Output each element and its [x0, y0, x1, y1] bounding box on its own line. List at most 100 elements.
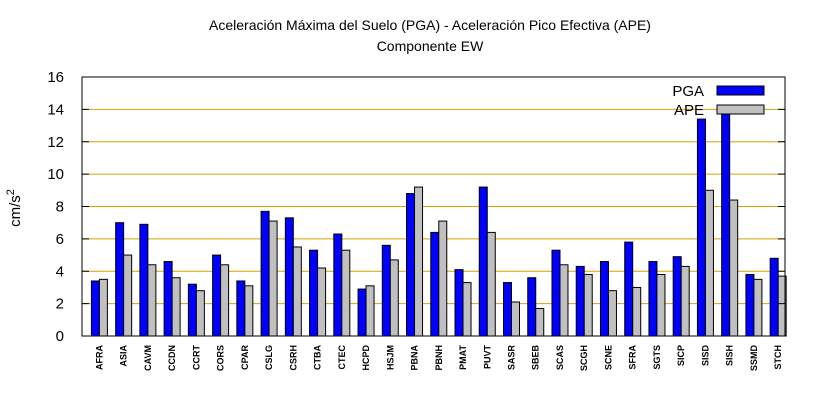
- chart-title: Aceleración Máxima del Suelo (PGA) - Ace…: [209, 17, 651, 33]
- bar-ape: [583, 273, 593, 337]
- bar-ape: [244, 285, 254, 337]
- bar-pga: [139, 223, 149, 337]
- legend-label: APE: [674, 102, 704, 119]
- x-tick-label: AFRA: [94, 345, 104, 370]
- x-tick-label: CCDN: [167, 345, 177, 371]
- bar-ape: [607, 290, 617, 337]
- x-tick-label: CTBA: [313, 345, 323, 370]
- y-tick-label: 10: [47, 166, 64, 183]
- bar-pga: [212, 254, 222, 337]
- bar-pga: [430, 231, 440, 337]
- bar-pga: [115, 222, 125, 337]
- y-axis-label-exponent: 2: [5, 189, 17, 195]
- bars: [90, 107, 787, 337]
- x-tick-label: SCAS: [555, 345, 565, 370]
- x-tick-label: PUVT: [482, 345, 492, 370]
- y-axis-label: cm/s2: [5, 189, 24, 227]
- bar-pga: [333, 233, 343, 337]
- x-tick-label: ASIA: [119, 345, 129, 367]
- x-tick-label: CSRH: [288, 345, 298, 371]
- legend-swatch: [716, 85, 765, 96]
- bar-pga: [163, 261, 173, 337]
- bar-pga: [551, 249, 561, 337]
- bar-pga: [696, 118, 706, 337]
- y-tick-label: 0: [56, 328, 64, 345]
- bar-pga: [503, 282, 513, 337]
- bar-pga: [454, 269, 464, 337]
- bar-ape: [292, 246, 302, 337]
- x-tick-label: PMAT: [458, 345, 468, 370]
- x-tick-label: SBEB: [531, 345, 541, 371]
- legend-label: PGA: [672, 83, 704, 100]
- y-tick-label: 6: [56, 231, 64, 248]
- y-tick-label: 8: [56, 199, 64, 216]
- bar-ape: [220, 264, 230, 337]
- bar-pga: [187, 283, 197, 337]
- x-tick-label: CORS: [216, 345, 226, 371]
- bar-ape: [559, 264, 569, 337]
- bar-pga: [527, 277, 537, 337]
- x-tick-label: HSJM: [385, 345, 395, 370]
- bar-pga: [745, 273, 755, 337]
- bar-pga: [769, 257, 779, 337]
- bar-pga: [357, 288, 367, 337]
- x-tick-label: STCH: [773, 345, 783, 370]
- x-tick-label: SFRA: [628, 345, 638, 370]
- bar-ape: [389, 259, 399, 337]
- bar-ape: [98, 278, 108, 337]
- bar-ape: [171, 277, 181, 337]
- bar-pga: [284, 217, 294, 337]
- bar-pga: [309, 249, 319, 337]
- bar-pga: [721, 107, 731, 337]
- bar-ape: [535, 307, 545, 337]
- legend-swatch: [716, 104, 765, 115]
- bar-pga: [575, 265, 585, 337]
- x-tick-label: SICP: [676, 345, 686, 366]
- bar-ape: [268, 220, 278, 337]
- bar-ape: [414, 186, 424, 337]
- bar-ape: [511, 301, 521, 337]
- bar-ape: [462, 282, 472, 337]
- axis-ticks: 0 2 4 6 8 10 12 14 16 AFRA ASIA CAVM CCDN CCRT CORS CPA…: [47, 69, 785, 371]
- bar-pga: [260, 210, 270, 337]
- bar-ape: [365, 285, 375, 337]
- bar-pga: [648, 261, 658, 337]
- bar-ape: [147, 264, 157, 337]
- x-tick-label: CAVM: [143, 345, 153, 371]
- chart-subtitle: Componente EW: [377, 38, 484, 54]
- bar-pga: [236, 280, 246, 337]
- x-tick-label: CSLG: [264, 345, 274, 370]
- bar-ape: [486, 231, 496, 337]
- x-tick-label: PBNH: [434, 345, 444, 371]
- bar-ape: [195, 290, 205, 337]
- bar-pga: [672, 256, 682, 337]
- bar-ape: [729, 199, 739, 337]
- bar-ape: [704, 189, 714, 337]
- x-tick-label: SSMD: [749, 345, 759, 372]
- y-tick-label: 12: [47, 134, 64, 151]
- bar-ape: [341, 249, 351, 337]
- y-tick-label: 4: [56, 263, 64, 280]
- y-tick-label: 16: [47, 69, 64, 86]
- x-tick-label: SGTS: [652, 345, 662, 370]
- bar-ape: [438, 220, 448, 337]
- bar-ape: [632, 286, 642, 337]
- bar-ape: [680, 265, 690, 337]
- bar-ape: [656, 273, 666, 337]
- bar-pga: [406, 193, 416, 337]
- x-tick-label: SCGH: [579, 345, 589, 371]
- x-tick-label: SASR: [507, 345, 517, 371]
- bar-ape: [123, 254, 133, 337]
- x-tick-label: SISH: [725, 345, 735, 366]
- bar-pga: [381, 244, 391, 337]
- y-axis-label-unit: cm/s: [7, 195, 24, 227]
- x-tick-label: CPAR: [240, 345, 250, 370]
- y-tick-label: 2: [56, 296, 64, 313]
- y-tick-label: 14: [47, 101, 64, 118]
- bar-pga: [599, 261, 609, 337]
- bar-pga: [478, 186, 488, 337]
- x-tick-label: HCPD: [361, 345, 371, 371]
- x-tick-label: CTEC: [337, 345, 347, 370]
- x-tick-label: SISD: [700, 345, 710, 367]
- x-tick-label: CCRT: [191, 345, 201, 370]
